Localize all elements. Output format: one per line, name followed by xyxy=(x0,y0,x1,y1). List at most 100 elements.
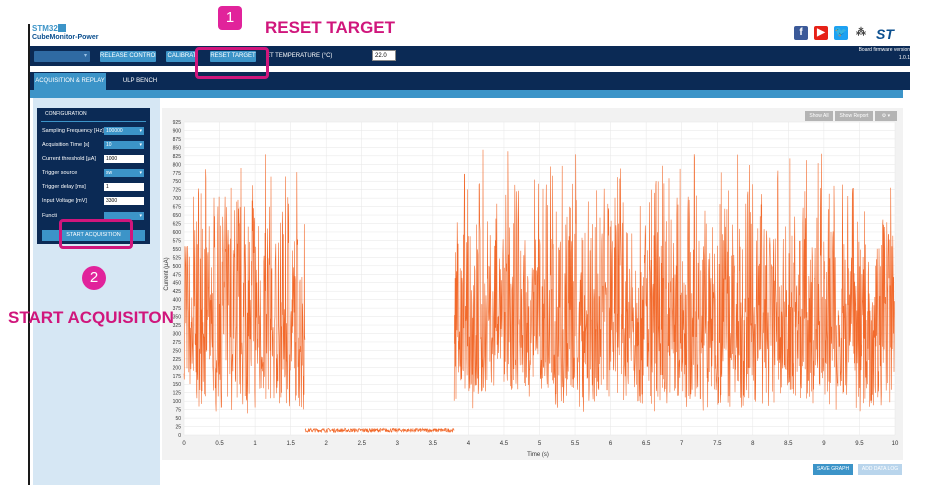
cube-icon xyxy=(58,24,66,32)
start-acquisition-highlight xyxy=(59,219,133,249)
configuration-panel: CONFIGURATION Sampling Frequency [Hz] 10… xyxy=(37,108,150,244)
sampling-frequency-select[interactable]: 100000 ▾ xyxy=(104,127,144,135)
show-all-button[interactable]: Show All xyxy=(805,111,833,121)
start-acquisition-button[interactable]: START ACQUISITION xyxy=(42,230,145,241)
y-tick-label: 400 xyxy=(173,298,182,304)
st-logo-icon: ST xyxy=(876,26,894,42)
tab-bar: ACQUISITION & REPLAY ULP BENCH xyxy=(30,72,910,90)
x-tick-label: 9.5 xyxy=(855,441,864,447)
x-tick-label: 9 xyxy=(822,441,826,447)
step-2-text: START ACQUISITON xyxy=(8,308,174,327)
network-icon[interactable]: ⁂ xyxy=(854,26,868,40)
board-select[interactable]: ▾ xyxy=(34,51,90,62)
app-logo: STM32 CubeMonitor-Power xyxy=(32,24,112,48)
x-tick-label: 4 xyxy=(467,441,471,447)
x-tick-label: 5 xyxy=(538,441,542,447)
y-tick-label: 375 xyxy=(173,306,182,312)
window-left-border xyxy=(28,24,30,485)
y-tick-label: 175 xyxy=(173,374,182,380)
sampling-frequency-value: 100000 xyxy=(106,128,123,134)
firmware-version: 1.0.1 xyxy=(898,55,910,61)
function-select[interactable]: ▾ xyxy=(104,212,144,220)
step-1-text: RESET TARGET xyxy=(265,18,396,37)
calibrate-button[interactable]: CALIBRAT xyxy=(166,51,198,62)
y-tick-label: 200 xyxy=(173,365,182,371)
trigger-source-select[interactable]: sw ▾ xyxy=(104,169,144,177)
y-tick-label: 825 xyxy=(173,154,182,160)
release-control-button[interactable]: RELEASE CONTROL xyxy=(100,51,156,62)
temperature-input[interactable]: 22.0 xyxy=(372,50,396,61)
trace-segment xyxy=(304,427,455,434)
input-voltage-label: Input Voltage [mV] xyxy=(42,198,87,204)
acquisition-time-select[interactable]: 10 ▾ xyxy=(104,141,144,149)
add-data-log-button[interactable]: ADD DATA LOG xyxy=(858,464,902,475)
x-tick-label: 0.5 xyxy=(215,441,224,447)
firmware-info: Board firmware version 1.0.1 xyxy=(859,46,910,62)
current-chart[interactable]: 0255075100125150175200225250275300325350… xyxy=(162,108,903,460)
tab-acquisition-replay[interactable]: ACQUISITION & REPLAY xyxy=(34,73,106,90)
y-tick-label: 150 xyxy=(173,382,182,388)
trigger-delay-label: Trigger delay [ms] xyxy=(42,184,86,190)
x-tick-label: 3 xyxy=(396,441,400,447)
y-tick-label: 750 xyxy=(173,179,182,185)
gear-icon[interactable]: ⚙ ▾ xyxy=(875,111,897,121)
y-tick-label: 525 xyxy=(173,255,182,261)
trigger-delay-input[interactable]: 1 xyxy=(104,183,144,191)
y-tick-label: 75 xyxy=(175,408,181,414)
toolbar: ▾ RELEASE CONTROL CALIBRAT RESET TARGET … xyxy=(30,46,910,66)
trigger-source-value: sw xyxy=(106,170,113,176)
current-threshold-label: Current threshold [µA] xyxy=(42,156,96,162)
y-tick-label: 700 xyxy=(173,196,182,202)
x-tick-label: 1 xyxy=(253,441,257,447)
facebook-icon[interactable]: f xyxy=(794,26,808,40)
y-tick-label: 800 xyxy=(173,162,182,168)
configuration-title: CONFIGURATION xyxy=(45,111,87,117)
y-tick-label: 125 xyxy=(173,391,182,397)
twitter-icon[interactable]: 🐦 xyxy=(834,26,848,40)
trace-segment xyxy=(183,154,306,414)
y-tick-label: 100 xyxy=(173,399,182,405)
y-tick-label: 275 xyxy=(173,340,182,346)
y-tick-label: 425 xyxy=(173,289,182,295)
x-axis-ticks: 0 0.5 1 1.5 2 2.5 3 3.5 4 4.5 5 5.5 6 6.5 7 7.5 8 8.5 9 9.5… xyxy=(182,441,899,447)
x-tick-label: 6.5 xyxy=(642,441,651,447)
input-voltage-input[interactable]: 3300 xyxy=(104,197,144,205)
save-graph-button[interactable]: SAVE GRAPH xyxy=(813,464,853,475)
tab-ulp-bench[interactable]: ULP BENCH xyxy=(122,78,158,84)
reset-target-button[interactable]: RESET TARGET xyxy=(210,51,256,62)
y-tick-label: 850 xyxy=(173,145,182,151)
show-report-button[interactable]: Show Report xyxy=(835,111,873,121)
y-axis-label: Current (µA) xyxy=(164,257,170,290)
y-tick-label: 875 xyxy=(173,137,182,143)
step-2-badge: 2 xyxy=(82,266,106,290)
chevron-down-icon: ▾ xyxy=(83,53,87,59)
y-tick-label: 775 xyxy=(173,171,182,177)
youtube-icon[interactable]: ▶ xyxy=(814,26,828,40)
reset-target-highlight xyxy=(195,47,269,79)
logo-name: CubeMonitor-Power xyxy=(32,34,99,41)
sampling-frequency-label: Sampling Frequency [Hz] xyxy=(42,128,104,134)
chevron-down-icon: ▾ xyxy=(139,170,142,176)
chevron-down-icon: ▾ xyxy=(139,128,142,134)
current-threshold-input[interactable]: 1000 xyxy=(104,155,144,163)
chevron-down-icon: ▾ xyxy=(139,142,142,148)
x-tick-label: 7 xyxy=(680,441,684,447)
tab-underline xyxy=(30,90,903,98)
y-tick-label: 0 xyxy=(178,433,181,439)
x-tick-label: 4.5 xyxy=(500,441,509,447)
y-axis-ticks: 0 25 50 75 100 125 150 175 200 225 250 275 300 325 350… xyxy=(173,120,182,439)
function-label: Functi xyxy=(42,213,57,219)
x-tick-label: 2 xyxy=(325,441,329,447)
x-tick-label: 2.5 xyxy=(358,441,367,447)
x-tick-label: 7.5 xyxy=(713,441,722,447)
y-tick-label: 575 xyxy=(173,238,182,244)
trace-segment xyxy=(453,149,896,412)
y-tick-label: 625 xyxy=(173,222,182,228)
y-tick-label: 500 xyxy=(173,264,182,270)
social-links: f ▶ 🐦 ⁂ xyxy=(794,26,868,40)
step-1-badge: 1 xyxy=(218,6,242,30)
x-axis-label: Time (s) xyxy=(527,452,549,458)
y-tick-label: 450 xyxy=(173,281,182,287)
x-tick-label: 8.5 xyxy=(784,441,793,447)
chevron-down-icon: ▾ xyxy=(139,213,142,219)
